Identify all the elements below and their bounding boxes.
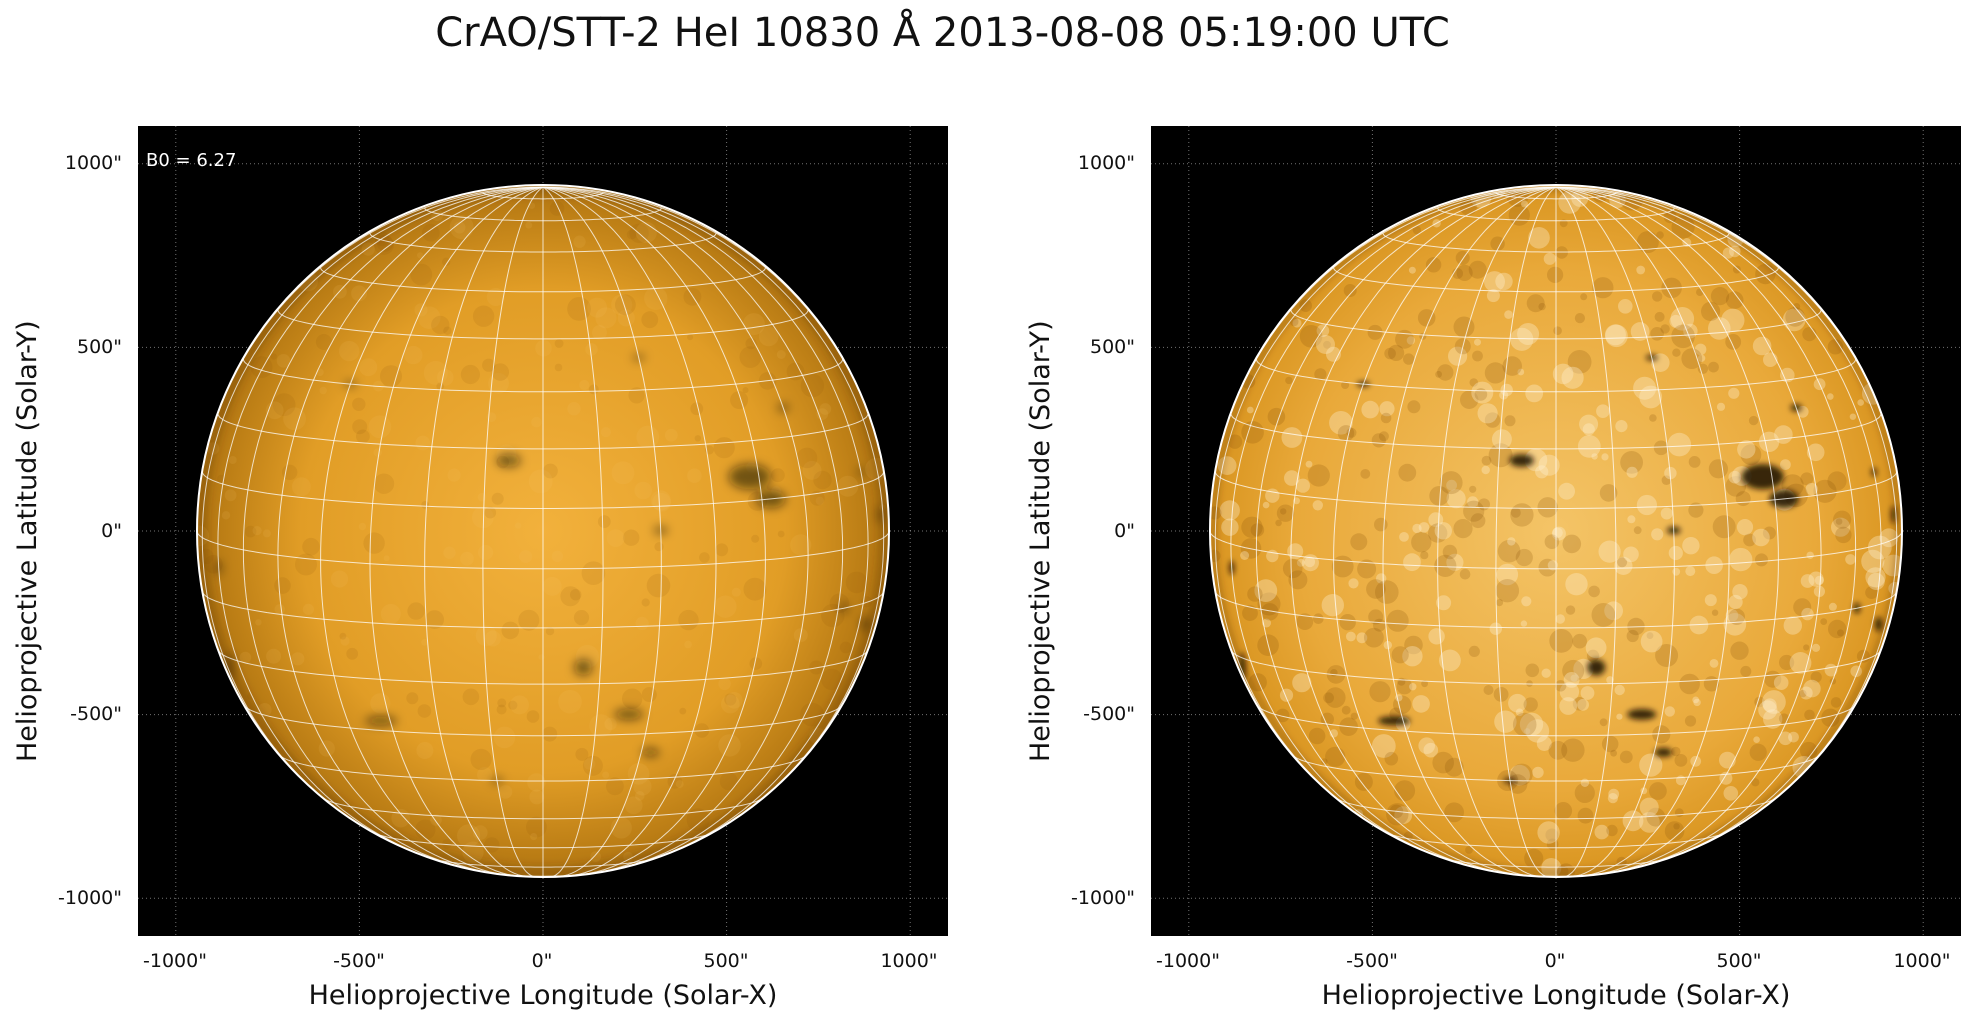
xtick-label: 500": [1716, 950, 1762, 972]
xtick-label: -500": [1346, 950, 1398, 972]
right-x-axis-label: Helioprojective Longitude (Solar-X): [1321, 980, 1791, 1011]
left-y-axis-label: Helioprojective Latitude (Solar-Y): [12, 320, 43, 762]
xtick-label: -1000": [1156, 950, 1220, 972]
ytick-label: -1000": [1071, 887, 1135, 909]
ytick-label: 500": [1089, 336, 1135, 358]
xtick-label: 1000": [1893, 950, 1951, 972]
left-solar-image-panel: B0 = 6.27: [138, 126, 948, 936]
ytick-label: -500": [70, 703, 122, 725]
ytick-label: 1000": [64, 152, 122, 174]
b0-annotation: B0 = 6.27: [146, 150, 237, 171]
right-y-axis-label: Helioprojective Latitude (Solar-Y): [1025, 320, 1056, 762]
xtick-label: 500": [703, 950, 749, 972]
right-solar-image-panel: [1151, 126, 1961, 936]
xtick-label: 0": [531, 950, 553, 972]
ytick-label: -500": [1083, 703, 1135, 725]
ytick-label: 0": [101, 520, 122, 542]
xtick-label: 0": [1544, 950, 1566, 972]
ytick-label: 500": [76, 336, 122, 358]
right-solar-disk-image: [1151, 126, 1961, 936]
ytick-label: 1000": [1077, 152, 1135, 174]
xtick-label: 1000": [880, 950, 938, 972]
xtick-label: -500": [333, 950, 385, 972]
ytick-label: 0": [1114, 520, 1135, 542]
figure-title: CrAO/STT-2 HeI 10830 Å 2013-08-08 05:19:…: [435, 10, 1450, 56]
ytick-label: -1000": [58, 887, 122, 909]
xtick-label: -1000": [143, 950, 207, 972]
left-x-axis-label: Helioprojective Longitude (Solar-X): [308, 980, 778, 1011]
left-solar-disk-image: [138, 126, 948, 936]
